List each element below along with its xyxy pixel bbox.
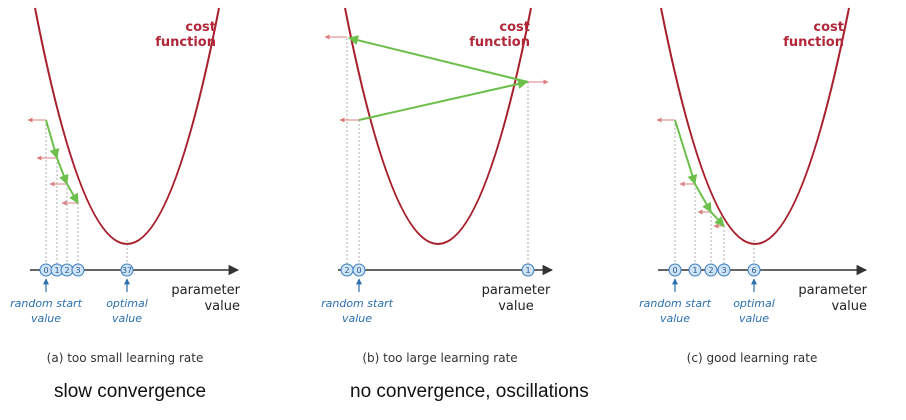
panel-c: cost function 0 1 2 3 6 random start xyxy=(639,7,868,365)
slow-convergence-label: slow convergence xyxy=(54,381,206,402)
panel-a: cost function 0 1 2 3 37 xyxy=(10,7,241,365)
random-start-label: random start xyxy=(321,297,393,310)
guide-lines xyxy=(346,38,529,265)
svg-text:1: 1 xyxy=(525,266,530,275)
optimal-label: optimal xyxy=(106,297,148,310)
svg-text:3: 3 xyxy=(75,266,80,275)
iteration-marker: 1 xyxy=(688,263,702,277)
caption: (b) too large learning rate xyxy=(362,351,517,365)
iteration-marker: 2 xyxy=(704,263,718,277)
svg-text:3: 3 xyxy=(721,266,726,275)
optimal-value-label: value xyxy=(112,312,142,325)
cost-curve xyxy=(660,7,850,245)
step-arrows xyxy=(674,119,725,227)
function-label: function xyxy=(469,35,530,50)
caption: (a) too small learning rate xyxy=(47,351,204,365)
random-start-label: random start xyxy=(10,297,82,310)
step-arrows xyxy=(348,35,529,121)
cost-curve xyxy=(344,7,532,245)
step-arrows xyxy=(45,119,79,204)
iteration-marker: 0 xyxy=(668,263,682,277)
cost-label: cost xyxy=(185,20,216,35)
iteration-marker: 0 xyxy=(352,263,366,277)
random-start-value-label: value xyxy=(660,312,690,325)
svg-text:1: 1 xyxy=(54,266,59,275)
svg-text:0: 0 xyxy=(672,266,677,275)
parameter-label: parameter xyxy=(171,283,240,298)
guide-lines xyxy=(674,120,755,265)
cost-label: cost xyxy=(499,20,530,35)
svg-text:2: 2 xyxy=(708,266,713,275)
svg-text:0: 0 xyxy=(356,266,361,275)
iteration-marker: 3 xyxy=(717,263,731,277)
iteration-marker: 37 xyxy=(120,263,134,277)
panel-b: cost function 2 0 1 random start value p… xyxy=(321,7,554,365)
random-start-value-label: value xyxy=(342,312,372,325)
parameter-label: parameter xyxy=(482,283,551,298)
function-label: function xyxy=(783,35,844,50)
parameter-label: parameter xyxy=(798,283,867,298)
iteration-marker: 1 xyxy=(521,263,535,277)
function-label: function xyxy=(155,35,216,50)
svg-text:2: 2 xyxy=(64,266,69,275)
caption: (c) good learning rate xyxy=(687,351,818,365)
no-convergence-label: no convergence, oscillations xyxy=(350,381,589,402)
random-start-value-label: value xyxy=(31,312,61,325)
svg-text:6: 6 xyxy=(751,266,756,275)
iteration-marker: 0 xyxy=(39,263,53,277)
iteration-marker: 2 xyxy=(60,263,74,277)
value-label: value xyxy=(204,299,240,314)
random-start-label: random start xyxy=(639,297,711,310)
iteration-marker: 3 xyxy=(71,263,85,277)
cost-curve xyxy=(34,7,220,245)
guide-lines xyxy=(45,120,128,265)
gradient-arrows xyxy=(324,34,549,123)
value-label: value xyxy=(831,299,867,314)
cost-label: cost xyxy=(813,20,844,35)
optimal-label: optimal xyxy=(733,297,775,310)
svg-text:1: 1 xyxy=(692,266,697,275)
svg-text:37: 37 xyxy=(122,266,132,275)
iteration-marker: 6 xyxy=(747,263,761,277)
iteration-marker: 2 xyxy=(340,263,354,277)
svg-text:2: 2 xyxy=(344,266,349,275)
value-label: value xyxy=(498,299,534,314)
optimal-value-label: value xyxy=(739,312,769,325)
svg-text:0: 0 xyxy=(43,266,48,275)
